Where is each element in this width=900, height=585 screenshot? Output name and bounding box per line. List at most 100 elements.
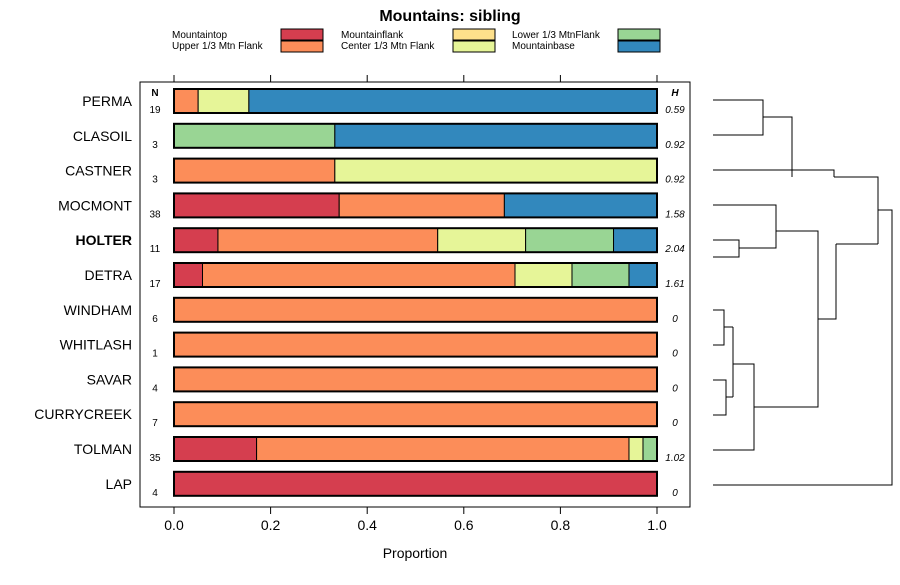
row-label: CASTNER (65, 163, 132, 179)
n-value: 35 (149, 453, 161, 464)
h-header: H (671, 88, 679, 99)
bar-segment (173, 123, 336, 149)
row-label: PERMA (82, 93, 132, 109)
bar-segment (613, 227, 658, 253)
row-label: WINDHAM (64, 302, 132, 318)
legend-swatch (280, 28, 324, 41)
h-value: 0.92 (665, 175, 685, 186)
x-tick-label: 0.4 (357, 517, 377, 533)
bar-outline (173, 366, 658, 393)
dendrogram (713, 99, 893, 486)
legend-label: Lower 1/3 MtnFlank (512, 30, 601, 41)
row-label: HOLTER (75, 232, 132, 248)
bar-segment (201, 262, 516, 288)
bars (173, 88, 658, 497)
bar-outline (173, 192, 658, 219)
legend-swatch (452, 40, 496, 53)
legend-swatch (617, 40, 661, 53)
row-label: MOCMONT (58, 197, 132, 213)
bar-outline (173, 401, 658, 428)
bar-outline (173, 470, 658, 497)
legend-label: Mountaintop (172, 30, 227, 41)
h-value: 0 (672, 349, 678, 360)
bar-segment (334, 158, 658, 184)
row-label: TOLMAN (74, 441, 132, 457)
bar-outline (173, 296, 658, 323)
x-tick-label: 0.0 (164, 517, 184, 533)
bar-segment (173, 471, 658, 497)
legend-swatch (280, 40, 324, 53)
h-value: 0 (672, 488, 678, 499)
bar-outline (173, 331, 658, 358)
bar-segment (503, 192, 658, 218)
bar-outline (173, 436, 658, 462)
x-tick-label: 0.2 (261, 517, 281, 533)
h-value: 0 (672, 418, 678, 429)
bar-outline (173, 122, 658, 149)
bar-outline (173, 88, 658, 114)
n-value: 7 (152, 418, 158, 429)
bar-segment (173, 401, 658, 427)
row-label: WHITLASH (60, 337, 132, 353)
bar-segment (173, 192, 340, 218)
legend-swatch (452, 28, 496, 41)
legend-swatch (617, 28, 661, 41)
n-value: 4 (152, 383, 158, 394)
n-value: 11 (150, 244, 161, 255)
bar-segment (628, 436, 644, 462)
bar-segment (571, 262, 630, 288)
plot-panel (139, 81, 691, 508)
x-tick-label: 0.6 (454, 517, 474, 533)
row-label: CLASOIL (73, 128, 132, 144)
row-labels: PERMA 19 0.59 CLASOIL 3 0.92 CASTNER 3 0.92 MOCMO… (34, 93, 685, 499)
x-tick-label: 0.8 (551, 517, 571, 533)
bar-segment (334, 123, 658, 149)
bar-segment (173, 158, 336, 184)
bar-segment (628, 262, 658, 288)
bar-segment (173, 88, 199, 114)
bar-segment (197, 88, 250, 114)
n-value: 38 (149, 209, 161, 220)
h-value: 1.58 (665, 209, 685, 220)
bar-outline (173, 227, 658, 254)
n-value: 17 (149, 279, 161, 290)
chart-title: Mountains: sibling (379, 8, 520, 25)
legend-label: Upper 1/3 Mtn Flank (172, 41, 264, 52)
bar-segment (173, 297, 658, 323)
bar-outline (173, 262, 658, 288)
x-tick-label: 1.0 (647, 517, 667, 533)
bar-segment (525, 227, 615, 253)
h-value: 0 (672, 314, 678, 325)
h-value: 1.61 (665, 279, 684, 290)
bar-segment (173, 436, 258, 462)
legend-label: Center 1/3 Mtn Flank (341, 41, 435, 52)
h-value: 0.92 (665, 140, 685, 151)
legend-label: Mountainflank (341, 30, 404, 41)
n-value: 3 (152, 140, 158, 151)
h-value: 0.59 (665, 105, 685, 116)
row-label: LAP (106, 476, 132, 492)
bar-segment (173, 227, 219, 253)
bar-segment (642, 436, 658, 462)
n-header: N (151, 88, 158, 99)
h-value: 2.04 (664, 244, 685, 255)
h-value: 1.02 (665, 453, 685, 464)
n-value: 6 (152, 314, 158, 325)
bar-segment (217, 227, 439, 253)
bar-outline (173, 157, 658, 184)
bar-segment (173, 332, 658, 358)
bar-segment (173, 366, 658, 392)
axes: 0.0 0.2 0.4 0.6 0.8 1.0 (164, 75, 667, 533)
dendrogram-branch (713, 99, 893, 486)
n-value: 4 (152, 488, 158, 499)
x-axis-label: Proportion (383, 545, 448, 561)
row-label: CURRYCREEK (34, 406, 132, 422)
n-value: 1 (152, 349, 158, 360)
bar-segment (437, 227, 527, 253)
bar-segment (256, 436, 630, 462)
bar-segment (173, 262, 203, 288)
row-label: SAVAR (87, 371, 132, 387)
